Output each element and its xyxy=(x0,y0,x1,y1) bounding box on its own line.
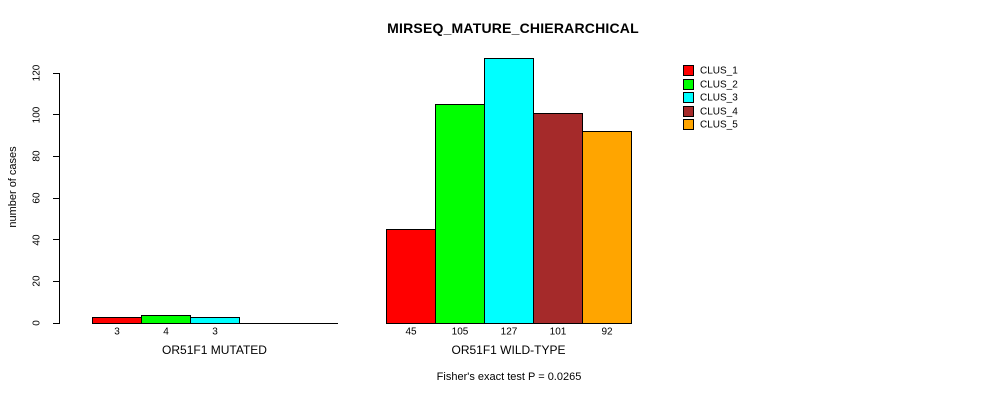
y-tick xyxy=(53,239,59,241)
y-axis-label: number of cases xyxy=(7,146,19,228)
bar-CLUS_1 xyxy=(386,229,436,324)
legend-swatch-CLUS_1 xyxy=(683,65,694,76)
legend-swatch-CLUS_2 xyxy=(683,78,694,90)
y-tick xyxy=(53,155,59,157)
bar-CLUS_2 xyxy=(435,104,485,324)
bar-value-label: 4 xyxy=(163,326,169,338)
y-tick xyxy=(53,322,59,324)
bar-value-label: 127 xyxy=(500,326,518,338)
bar-CLUS_3 xyxy=(484,58,534,324)
bar-value-label: 92 xyxy=(601,326,613,338)
bar-value-label: 45 xyxy=(405,326,417,338)
legend-swatch-CLUS_3 xyxy=(683,92,694,103)
legend-swatch-CLUS_4 xyxy=(683,105,694,117)
group-label: OR51F1 MUTATED xyxy=(162,343,267,357)
bar-CLUS_2 xyxy=(141,314,191,324)
y-tick-label: 60 xyxy=(31,192,43,204)
y-tick-label: 100 xyxy=(31,106,43,123)
bar-CLUS_4 xyxy=(533,112,583,324)
bar-value-label: 105 xyxy=(451,326,469,338)
legend-swatch-CLUS_5 xyxy=(683,119,694,130)
legend-label: CLUS_4 xyxy=(700,106,738,117)
y-tick xyxy=(53,197,59,199)
bar-value-label: 101 xyxy=(549,326,567,338)
y-tick-label: 0 xyxy=(31,320,43,326)
legend-label: CLUS_5 xyxy=(700,119,738,131)
legend-label: CLUS_1 xyxy=(700,65,738,77)
footnote: Fisher's exact test P = 0.0265 xyxy=(436,371,582,383)
y-tick-label: 20 xyxy=(31,275,43,287)
bar-CLUS_1 xyxy=(92,316,142,324)
chart-title: MIRSEQ_MATURE_CHIERARCHICAL xyxy=(387,20,639,36)
y-tick-label: 80 xyxy=(31,150,43,162)
y-tick xyxy=(53,114,59,116)
legend-label: CLUS_3 xyxy=(700,92,738,104)
bar-CLUS_5 xyxy=(582,131,632,324)
bar-value-label: 3 xyxy=(212,326,218,338)
legend-label: CLUS_2 xyxy=(700,79,738,90)
y-tick xyxy=(53,280,59,282)
y-tick xyxy=(53,72,59,74)
bar-CLUS_3 xyxy=(190,316,240,324)
y-tick-label: 120 xyxy=(31,64,43,82)
group-label: OR51F1 WILD-TYPE xyxy=(451,343,566,357)
y-axis-line xyxy=(59,73,60,324)
bar-value-label: 3 xyxy=(114,326,120,338)
y-tick-label: 40 xyxy=(31,234,43,246)
